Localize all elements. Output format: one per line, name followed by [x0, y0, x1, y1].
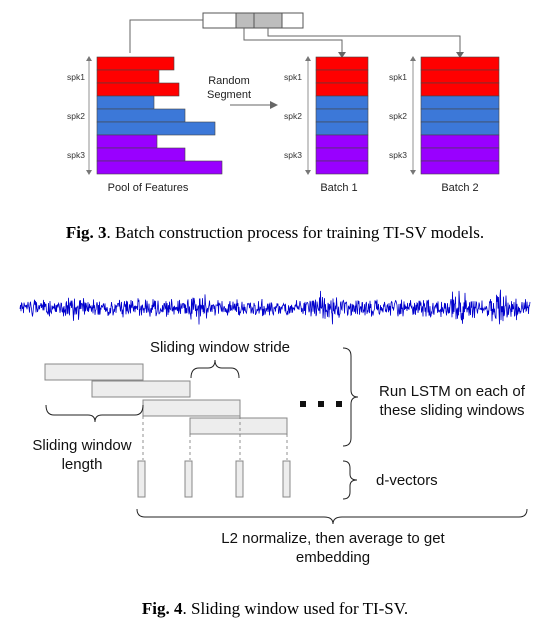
length-label-line1: Sliding window — [32, 437, 131, 454]
l2-brace — [136, 508, 528, 525]
fig3-caption-text: . Batch construction process for trainin… — [107, 223, 485, 242]
pool-bar — [96, 121, 216, 136]
sliding-window — [44, 363, 144, 381]
selector-connectors — [129, 19, 464, 58]
stride-label: Sliding window stride — [150, 339, 290, 356]
pool-bar — [96, 134, 158, 149]
pool-bar — [96, 147, 186, 162]
sliding-window — [91, 380, 191, 398]
length-brace — [45, 404, 144, 423]
stride-brace — [190, 359, 240, 379]
sliding-window — [142, 399, 241, 417]
pool-spk2-label: spk2 — [67, 111, 85, 121]
l2-line1: L2 normalize, then average to get — [221, 530, 445, 547]
run-lstm-brace — [342, 347, 359, 447]
pool-bar — [96, 160, 223, 175]
ellipsis — [300, 401, 342, 407]
batch2-spk3-label: spk3 — [389, 150, 407, 160]
random-label: Random — [208, 75, 250, 87]
sliding-window — [189, 417, 288, 435]
segment-label: Segment — [207, 89, 251, 101]
pool-spk1-label: spk1 — [67, 72, 85, 82]
run-lstm-line2: these sliding windows — [379, 402, 524, 419]
speaker-range-arrows — [86, 56, 416, 175]
fig3-caption-bold: Fig. 3 — [66, 223, 107, 242]
d-vector-bar — [184, 460, 193, 498]
batch1-spk2-label: spk2 — [284, 111, 302, 121]
batch1-spk3-label: spk3 — [284, 150, 302, 160]
d-vector-bar — [235, 460, 244, 498]
dvectors-label: d-vectors — [376, 472, 438, 489]
pool-bar — [96, 95, 155, 110]
pool-bar — [96, 82, 180, 97]
dvectors-brace — [342, 460, 358, 500]
batch2-spk2-label: spk2 — [389, 111, 407, 121]
random-segment-arrow — [230, 101, 278, 109]
pool-bar — [96, 56, 175, 71]
speaker-labels: spk1 spk2 spk3 spk1 spk2 spk3 spk1 spk2 … — [66, 71, 407, 160]
batch-2 — [420, 56, 500, 175]
pool-of-features — [96, 56, 223, 175]
pool-bar — [96, 108, 186, 123]
fig4-diagram — [19, 289, 531, 525]
fig4-caption-text: . Sliding window used for TI-SV. — [183, 599, 409, 618]
d-vector-bar — [282, 460, 291, 498]
run-lstm-line1: Run LSTM on each of — [379, 383, 526, 400]
fig4-caption-bold: Fig. 4 — [142, 599, 183, 618]
pool-spk3-label: spk3 — [67, 150, 85, 160]
batch1-spk1-label: spk1 — [284, 72, 302, 82]
pool-of-features-label: Pool of Features — [108, 182, 189, 194]
l2-line2: embedding — [296, 549, 370, 566]
fig3-diagram: spk1 spk2 spk3 spk1 spk2 spk3 spk1 spk2 … — [66, 12, 500, 194]
pool-bar — [96, 69, 160, 84]
window-dashed-lines — [142, 416, 288, 460]
batch-1 — [315, 56, 369, 175]
batch2-spk1-label: spk1 — [389, 72, 407, 82]
segment-selector — [202, 12, 304, 29]
length-label-line2: length — [62, 456, 103, 473]
sliding-windows — [44, 363, 288, 435]
d-vectors — [137, 460, 291, 498]
batch1-label: Batch 1 — [320, 182, 357, 194]
fig4-caption: Fig. 4. Sliding window used for TI-SV. — [142, 599, 408, 618]
d-vector-bar — [137, 460, 146, 498]
audio-waveform — [19, 289, 531, 325]
batch2-label: Batch 2 — [441, 182, 478, 194]
fig3-caption: Fig. 3. Batch construction process for t… — [66, 223, 484, 242]
